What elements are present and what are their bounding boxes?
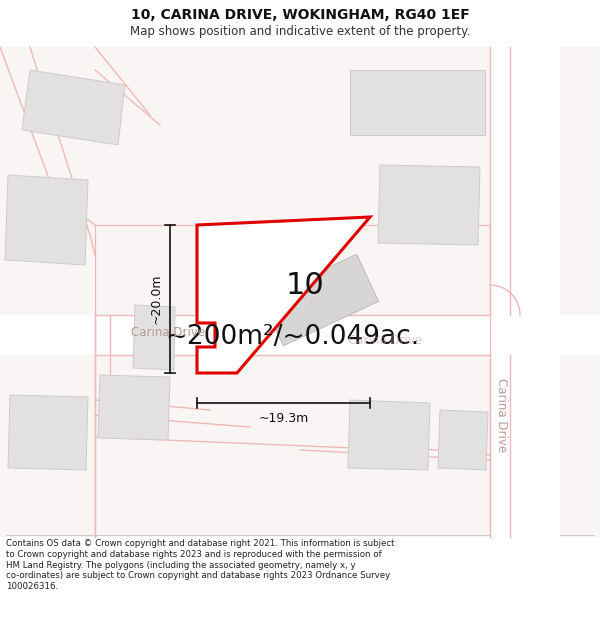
- Text: Carina Drive: Carina Drive: [348, 334, 422, 346]
- Text: ~20.0m: ~20.0m: [149, 274, 163, 324]
- Polygon shape: [348, 400, 430, 470]
- Polygon shape: [0, 47, 95, 315]
- Polygon shape: [438, 410, 488, 470]
- Text: 10: 10: [286, 271, 325, 299]
- Polygon shape: [22, 70, 125, 145]
- Text: ~200m²/~0.049ac.: ~200m²/~0.049ac.: [165, 324, 419, 350]
- Polygon shape: [98, 375, 170, 440]
- Polygon shape: [8, 395, 88, 470]
- Polygon shape: [133, 305, 175, 370]
- Polygon shape: [378, 165, 480, 245]
- Polygon shape: [5, 175, 88, 265]
- Text: Carina Drive: Carina Drive: [496, 378, 509, 452]
- Text: to Crown copyright and database rights 2023 and is reproduced with the permissio: to Crown copyright and database rights 2…: [6, 550, 382, 559]
- Text: co-ordinates) are subject to Crown copyright and database rights 2023 Ordnance S: co-ordinates) are subject to Crown copyr…: [6, 571, 390, 581]
- Text: Map shows position and indicative extent of the property.: Map shows position and indicative extent…: [130, 24, 470, 38]
- Polygon shape: [262, 254, 379, 346]
- Text: 10, CARINA DRIVE, WOKINGHAM, RG40 1EF: 10, CARINA DRIVE, WOKINGHAM, RG40 1EF: [131, 8, 469, 22]
- Polygon shape: [0, 315, 600, 355]
- Text: Contains OS data © Crown copyright and database right 2021. This information is : Contains OS data © Crown copyright and d…: [6, 539, 395, 548]
- Polygon shape: [350, 70, 485, 135]
- Text: ~19.3m: ~19.3m: [259, 411, 308, 424]
- Polygon shape: [220, 244, 329, 331]
- Polygon shape: [490, 47, 560, 537]
- Text: HM Land Registry. The polygons (including the associated geometry, namely x, y: HM Land Registry. The polygons (includin…: [6, 561, 356, 569]
- Bar: [0, 47, 600, 537]
- Text: Carina Drive: Carina Drive: [131, 326, 205, 339]
- Text: 100026316.: 100026316.: [6, 582, 58, 591]
- Polygon shape: [197, 217, 370, 373]
